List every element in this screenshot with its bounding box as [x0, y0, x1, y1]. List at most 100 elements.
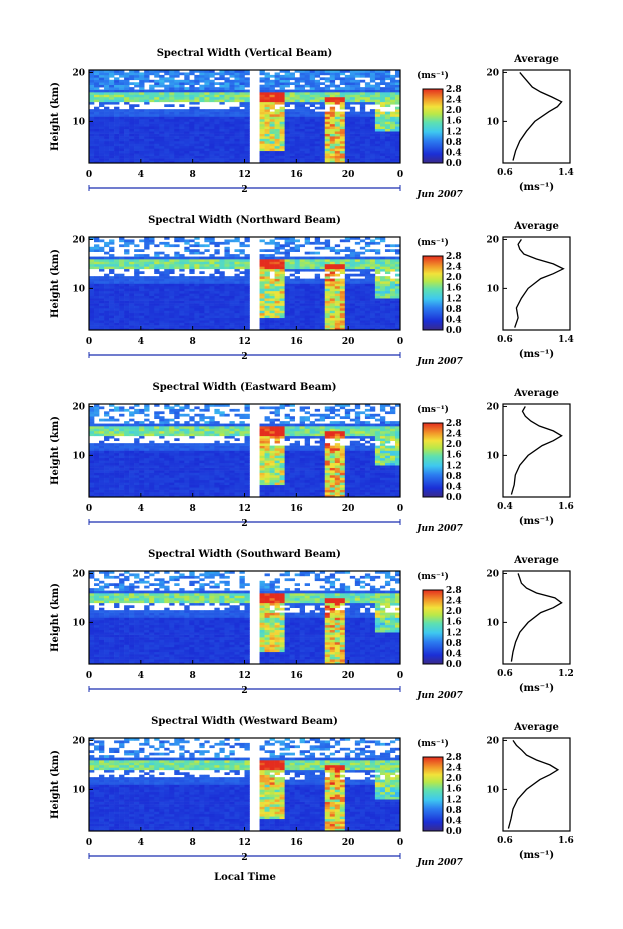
heatmap-cell: [244, 322, 250, 326]
heatmap-cell: [209, 430, 215, 434]
heatmap-cell: [224, 310, 230, 314]
heatmap-cell: [119, 450, 125, 454]
heatmap-cell: [229, 266, 235, 270]
heatmap-cell: [99, 428, 105, 432]
profile-unit: (ms⁻¹): [519, 349, 554, 360]
heatmap-cell: [294, 320, 300, 323]
heatmap-cell: [309, 295, 316, 299]
heatmap-cell: [119, 256, 125, 260]
heatmap-cell: [374, 307, 381, 311]
heatmap-cell: [199, 131, 205, 134]
heatmap-cell: [184, 278, 190, 282]
heatmap-cell: [174, 79, 180, 83]
heatmap-cell: [189, 72, 195, 76]
heatmap-cell: [304, 278, 311, 282]
heatmap-cell: [104, 327, 110, 331]
heatmap-cell: [149, 148, 155, 152]
heatmap-cell: [179, 413, 185, 417]
heatmap-cell: [154, 278, 160, 282]
heatmap-cell: [134, 249, 140, 252]
y-tick-label: 10: [72, 284, 85, 294]
heatmap-cell: [354, 160, 361, 164]
heatmap-cell: [184, 256, 190, 260]
heatmap-cell: [374, 322, 381, 326]
heatmap-cell: [204, 89, 210, 93]
heatmap-cell: [279, 106, 285, 110]
heatmap-cell: [104, 455, 110, 459]
heatmap-cell: [334, 158, 341, 161]
heatmap-cell: [219, 307, 225, 311]
heatmap-cell: [229, 89, 235, 93]
heatmap-cell: [304, 298, 311, 301]
heatmap-cell: [364, 116, 371, 120]
heatmap-cell: [284, 84, 290, 88]
heatmap-cell: [204, 114, 210, 117]
heatmap-cell: [189, 479, 195, 483]
heatmap-cell: [164, 72, 170, 76]
heatmap-cell: [319, 106, 326, 110]
heatmap-cell: [219, 241, 225, 245]
heatmap-cell: [109, 158, 115, 161]
heatmap-cell: [144, 418, 150, 422]
heatmap-cell: [224, 133, 230, 137]
heatmap-cell: [319, 116, 326, 120]
heatmap-cell: [224, 256, 230, 260]
heatmap-cell: [304, 259, 311, 262]
heatmap-cell: [224, 327, 230, 331]
heatmap-cell: [154, 150, 160, 154]
heatmap-cell: [369, 148, 376, 152]
heatmap-cell: [219, 96, 225, 100]
heatmap-cell: [174, 492, 180, 495]
heatmap-cell: [259, 128, 265, 132]
heatmap-cell: [394, 114, 401, 117]
heatmap-cell: [164, 298, 170, 301]
heatmap-cell: [309, 128, 316, 132]
heatmap-cell: [224, 158, 230, 161]
heatmap-cell: [214, 281, 220, 284]
heatmap-cell: [139, 310, 145, 314]
heatmap-cell: [269, 160, 275, 164]
heatmap-cell: [94, 285, 100, 289]
heatmap-cell: [374, 153, 381, 156]
heatmap-cell: [389, 261, 396, 265]
heatmap-cell: [269, 266, 275, 270]
heatmap-cell: [89, 303, 95, 306]
heatmap-cell: [114, 303, 120, 306]
heatmap-cell: [354, 79, 361, 83]
heatmap-cell: [199, 259, 205, 262]
heatmap-cell: [389, 295, 396, 299]
heatmap-cell: [299, 285, 305, 289]
heatmap-cell: [329, 92, 336, 95]
heatmap-cell: [314, 281, 321, 284]
heatmap-cell: [209, 79, 215, 83]
heatmap-cell: [299, 293, 305, 297]
heatmap-cell: [309, 241, 316, 245]
heatmap-cell: [114, 492, 120, 495]
heatmap-cell: [239, 153, 245, 156]
heatmap-cell: [179, 484, 185, 488]
heatmap-cell: [119, 494, 125, 498]
heatmap-cell: [344, 101, 351, 105]
heatmap-cell: [244, 150, 250, 154]
heatmap-cell: [99, 111, 105, 115]
heatmap-cell: [239, 256, 245, 260]
heatmap-cell: [214, 244, 220, 248]
heatmap-cell: [204, 94, 210, 98]
heatmap-cell: [174, 300, 180, 304]
heatmap-cell: [209, 273, 215, 277]
heatmap-cell: [109, 317, 115, 321]
heatmap-cell: [259, 325, 265, 328]
heatmap-cell: [159, 99, 165, 103]
heatmap-cell: [239, 143, 245, 147]
heatmap-cell: [129, 470, 135, 473]
heatmap-cell: [204, 462, 210, 466]
heatmap-cell: [114, 276, 120, 279]
heatmap-cell: [139, 153, 145, 156]
heatmap-cell: [109, 259, 115, 262]
heatmap-cell: [214, 143, 220, 147]
x-tick-label: 0: [397, 337, 403, 347]
heatmap-cell: [339, 268, 346, 272]
heatmap-cell: [394, 92, 401, 95]
heatmap-cell: [159, 290, 165, 294]
heatmap-cell: [379, 136, 386, 139]
